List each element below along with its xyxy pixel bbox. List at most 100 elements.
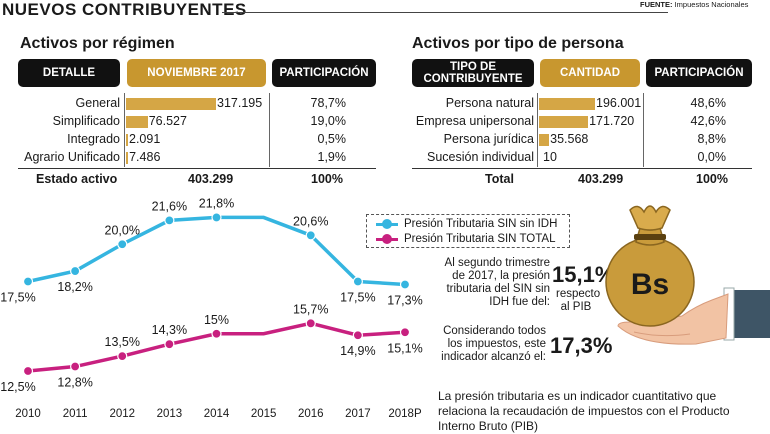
data-label-1: 12,8% — [57, 376, 92, 390]
persona-total-pct: 100% — [696, 172, 728, 186]
persona-row-value: 171.720 — [589, 114, 635, 128]
legend-swatch-sin-idh — [376, 219, 398, 229]
data-label-0: 21,8% — [199, 196, 234, 210]
x-tick-label: 2018P — [388, 408, 422, 420]
regimen-row-label: Simplificado — [52, 114, 120, 128]
series-point-1 — [352, 330, 363, 341]
info-note-1: respecto al PIB — [556, 288, 601, 313]
data-label-1: 15,7% — [293, 302, 328, 316]
series-point-0 — [211, 212, 222, 223]
info-text-2: Considerando todos los impuestos, este i… — [441, 325, 546, 363]
data-label-0: 17,3% — [387, 293, 422, 307]
data-label-1: 14,3% — [152, 323, 187, 337]
data-label-1: 13,5% — [105, 335, 140, 349]
regimen-row-value: 76.527 — [148, 114, 187, 128]
data-label-0: 17,5% — [0, 291, 35, 305]
persona-row-bar — [539, 116, 589, 128]
regimen-total-label: Estado activo — [36, 172, 118, 186]
series-point-1 — [399, 327, 411, 338]
regimen-total-value: 403.299 — [188, 172, 234, 186]
persona-row-pct: 0,0% — [697, 150, 727, 164]
series-point-1 — [117, 351, 128, 362]
persona-row-pct: 8,8% — [697, 132, 727, 146]
series-point-1 — [211, 328, 222, 339]
persona-divider-right — [643, 93, 644, 167]
regimen-row-label: Integrado — [67, 132, 120, 146]
regimen-total-rule — [18, 168, 376, 169]
page-title: NUEVOS CONTRIBUYENTES — [2, 0, 247, 19]
persona-row-value: 196.001 — [596, 96, 642, 110]
persona-row-pct: 42,6% — [690, 114, 726, 128]
info-big-2: 17,3% — [550, 333, 613, 358]
regimen-row-value: 2.091 — [129, 132, 161, 146]
regimen-row-value: 317.195 — [217, 96, 263, 110]
x-tick-label: 2011 — [63, 408, 88, 420]
x-tick-label: 2014 — [204, 408, 230, 420]
data-label-0: 18,2% — [57, 280, 92, 294]
header-rule — [222, 12, 668, 13]
series-point-0 — [22, 276, 34, 287]
regimen-header-noviembre: NOVIEMBRE 2017 — [127, 59, 266, 87]
x-tick-label: 2010 — [15, 408, 41, 420]
series-point-0 — [305, 230, 316, 241]
persona-divider-left — [537, 93, 538, 167]
x-tick-label: 2012 — [109, 408, 135, 420]
source-value: Impuestos Nacionales — [674, 0, 749, 9]
regimen-row-bar — [126, 98, 216, 110]
persona-header-participacion: PARTICIPACIÓN — [646, 59, 752, 87]
series-point-1 — [70, 361, 81, 372]
data-label-1: 12,5% — [0, 380, 35, 394]
data-label-1: 15% — [204, 313, 229, 327]
data-label-0: 17,5% — [340, 291, 375, 305]
regimen-row-pct: 78,7% — [310, 96, 346, 110]
persona-row-bar — [539, 98, 595, 110]
persona-row-label: Persona natural — [445, 96, 534, 110]
x-tick-label: 2016 — [298, 408, 324, 420]
regimen-row-bar — [126, 152, 129, 164]
regimen-row-pct: 0,5% — [317, 132, 347, 146]
series-point-1 — [22, 365, 34, 377]
series-point-1 — [305, 318, 316, 329]
persona-row-bar — [539, 134, 550, 146]
regimen-row-value: 7.486 — [129, 150, 161, 164]
series-point-0 — [352, 276, 363, 287]
persona-row-value: 10 — [543, 150, 557, 164]
persona-total-rule — [412, 168, 752, 169]
data-label-0: 20,0% — [105, 223, 140, 237]
persona-row-label: Sucesión individual — [426, 150, 534, 164]
regimen-row-label: General — [75, 96, 120, 110]
persona-row-label: Empresa unipersonal — [415, 114, 534, 128]
persona-total-value: 403.299 — [578, 172, 624, 186]
data-label-1: 14,9% — [340, 344, 375, 358]
series-point-0 — [70, 265, 81, 277]
persona-total-label: Total — [485, 172, 514, 186]
data-label-0: 21,6% — [152, 199, 187, 213]
persona-row-label: Persona jurídica — [443, 132, 534, 146]
persona-header-cantidad: CANTIDAD — [540, 59, 640, 87]
regimen-row-pct: 19,0% — [310, 114, 346, 128]
regimen-row-label: Agrario Unificado — [24, 150, 120, 164]
persona-row-pct: 48,6% — [690, 96, 726, 110]
regimen-header-detalle: DETALLE — [18, 59, 120, 87]
regimen-header-participacion: PARTICIPACIÓN — [272, 59, 376, 87]
series-point-1 — [164, 339, 175, 350]
regimen-row-bar — [126, 116, 148, 128]
sleeve-icon — [723, 287, 770, 341]
source-note: FUENTE: Impuestos Nacionales — [640, 0, 748, 9]
source-label: FUENTE: — [640, 0, 673, 9]
line-chart: 17,5% 18,2% 20,0% 21,6% 21,8% 20,6% 17,5% 17,3%… — [0, 196, 422, 420]
info-big-1: 15,1% — [552, 262, 615, 287]
legend-swatch-total — [376, 234, 398, 244]
regimen-row-bar — [126, 134, 128, 146]
x-tick-label: 2013 — [157, 408, 183, 420]
data-label-0: 20,6% — [293, 214, 328, 228]
regimen-total-pct: 100% — [311, 172, 343, 186]
series-point-0 — [117, 239, 128, 250]
x-tick-label: 2017 — [345, 408, 371, 420]
regimen-title: Activos por régimen — [20, 35, 175, 52]
series-point-0 — [164, 215, 175, 226]
legend-label-total: Presión Tributaria SIN TOTAL — [404, 233, 556, 245]
x-tick-label: 2015 — [251, 408, 277, 420]
data-label-1: 15,1% — [387, 341, 422, 355]
persona-header-tipo: TIPO DE CONTRIBUYENTE — [412, 59, 534, 87]
